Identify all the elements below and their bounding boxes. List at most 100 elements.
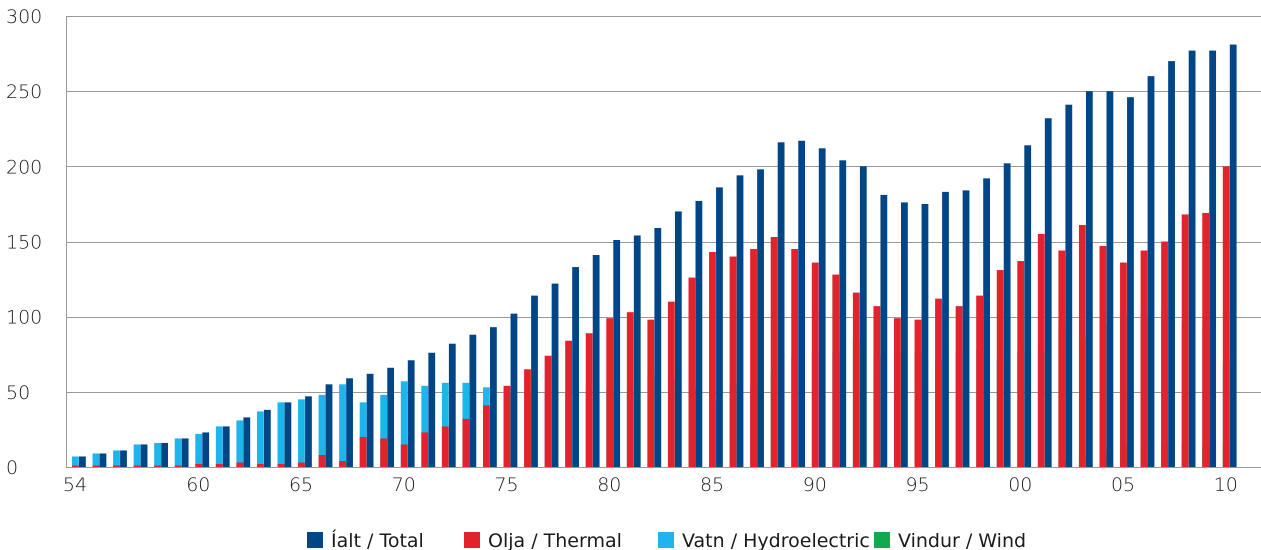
thermal-bar-1984 [688, 277, 696, 467]
total-bar-1967 [346, 378, 353, 467]
y-tick-100: 100 [6, 307, 42, 329]
hydro-bar-1958 [154, 442, 161, 467]
thermal-bar-1965 [298, 462, 305, 467]
bars [72, 44, 1237, 468]
y-tick-250: 250 [6, 81, 42, 103]
total-bar-1993 [880, 194, 888, 467]
x-tick-75: 75 [494, 474, 518, 496]
thermal-bar-1974 [483, 405, 490, 467]
x-tick-90: 90 [803, 474, 827, 496]
thermal-bar-1973 [462, 418, 470, 467]
total-bar-1987 [757, 169, 764, 467]
thermal-bar-1981 [626, 312, 634, 467]
thermal-bar-1967 [339, 460, 346, 467]
thermal-bar-1997 [955, 306, 963, 467]
total-bar-1961 [222, 426, 230, 467]
thermal-bar-1972 [441, 426, 449, 467]
x-tick-80: 80 [597, 474, 621, 496]
hydro-bar-1966 [318, 394, 326, 467]
legend-label-3: Vindur / Wind [898, 530, 1026, 550]
thermal-bar-1976 [524, 369, 531, 467]
thermal-bar-2006 [1140, 250, 1148, 467]
total-bar-1970 [407, 360, 415, 467]
thermal-bar-1960 [195, 463, 203, 467]
hydro-bar-1972 [441, 382, 449, 467]
x-tick-70: 70 [392, 474, 416, 496]
total-bar-2008 [1188, 50, 1196, 467]
thermal-bar-2007 [1161, 241, 1168, 467]
total-bar-1996 [942, 191, 949, 467]
total-bar-1957 [140, 444, 148, 467]
legend-label-1: Olja / Thermal [488, 530, 622, 550]
total-bar-1997 [962, 190, 970, 467]
thermal-bar-1999 [996, 270, 1004, 467]
thermal-bar-1993 [873, 306, 881, 467]
legend-label-2: Vatn / Hydroelectric [682, 530, 870, 550]
hydro-bar-1964 [277, 402, 285, 467]
hydro-bar-1960 [195, 433, 203, 467]
thermal-bar-2010 [1222, 166, 1230, 467]
x-tick-95: 95 [905, 474, 929, 496]
thermal-bar-1955 [92, 465, 100, 467]
thermal-bar-1964 [277, 463, 285, 467]
x-tick-54: 54 [63, 474, 87, 496]
total-bar-2002 [1065, 104, 1073, 467]
thermal-bar-1980 [606, 318, 614, 467]
total-bar-1969 [387, 367, 395, 467]
thermal-bar-1963 [256, 463, 264, 467]
thermal-bar-1991 [832, 274, 840, 467]
x-tick-00: 00 [1008, 474, 1032, 496]
total-bar-1973 [469, 334, 477, 467]
thermal-bar-1977 [544, 355, 552, 467]
thermal-bar-1986 [729, 256, 737, 467]
total-bar-2003 [1085, 91, 1093, 468]
thermal-bar-2003 [1078, 224, 1086, 467]
total-bar-1988 [777, 142, 785, 467]
thermal-bar-1961 [215, 463, 223, 467]
total-bar-1995 [921, 203, 929, 468]
thermal-bar-2008 [1181, 214, 1189, 467]
hydro-bar-1971 [421, 385, 429, 467]
hydro-bar-1954 [72, 456, 79, 467]
thermal-bar-1954 [72, 465, 79, 467]
thermal-bar-1969 [380, 438, 388, 467]
legend-swatch-0 [307, 532, 323, 548]
total-bar-1982 [654, 227, 662, 467]
thermal-bar-1956 [113, 465, 120, 467]
hydro-bar-1959 [174, 438, 182, 467]
total-bar-1977 [551, 283, 559, 467]
y-tick-300: 300 [6, 6, 42, 28]
thermal-bar-1990 [811, 262, 819, 467]
total-bar-1960 [202, 432, 210, 467]
total-bar-1959 [181, 438, 189, 467]
total-bar-2000 [1024, 145, 1032, 468]
total-bar-2005 [1127, 97, 1134, 468]
total-bar-2006 [1147, 76, 1155, 467]
total-bar-1989 [798, 140, 806, 467]
thermal-bar-1959 [174, 465, 182, 467]
total-bar-1985 [716, 187, 723, 467]
y-axis-ticks: 0 50 100 150 200 250 300 [6, 6, 42, 479]
total-bar-1956 [120, 450, 127, 467]
hydro-bar-1962 [236, 420, 244, 467]
hydro-bar-1963 [256, 411, 264, 467]
thermal-bar-1996 [935, 298, 942, 467]
thermal-bar-1962 [236, 462, 244, 467]
total-bar-1983 [674, 211, 682, 467]
thermal-bar-2009 [1202, 212, 1210, 467]
total-bar-1984 [695, 200, 703, 467]
thermal-bar-1992 [852, 292, 860, 467]
total-bar-1964 [284, 402, 292, 467]
total-bar-2004 [1106, 91, 1114, 468]
thermal-bar-2005 [1120, 262, 1127, 467]
legend-swatch-1 [464, 532, 480, 548]
total-bar-1976 [531, 295, 538, 467]
total-bar-1963 [263, 409, 271, 467]
y-tick-0: 0 [6, 457, 18, 479]
x-tick-05: 05 [1111, 474, 1135, 496]
hydro-bar-1967 [339, 384, 346, 467]
y-tick-50: 50 [6, 382, 30, 404]
total-bar-2010 [1229, 44, 1237, 468]
total-bar-1979 [592, 255, 600, 467]
